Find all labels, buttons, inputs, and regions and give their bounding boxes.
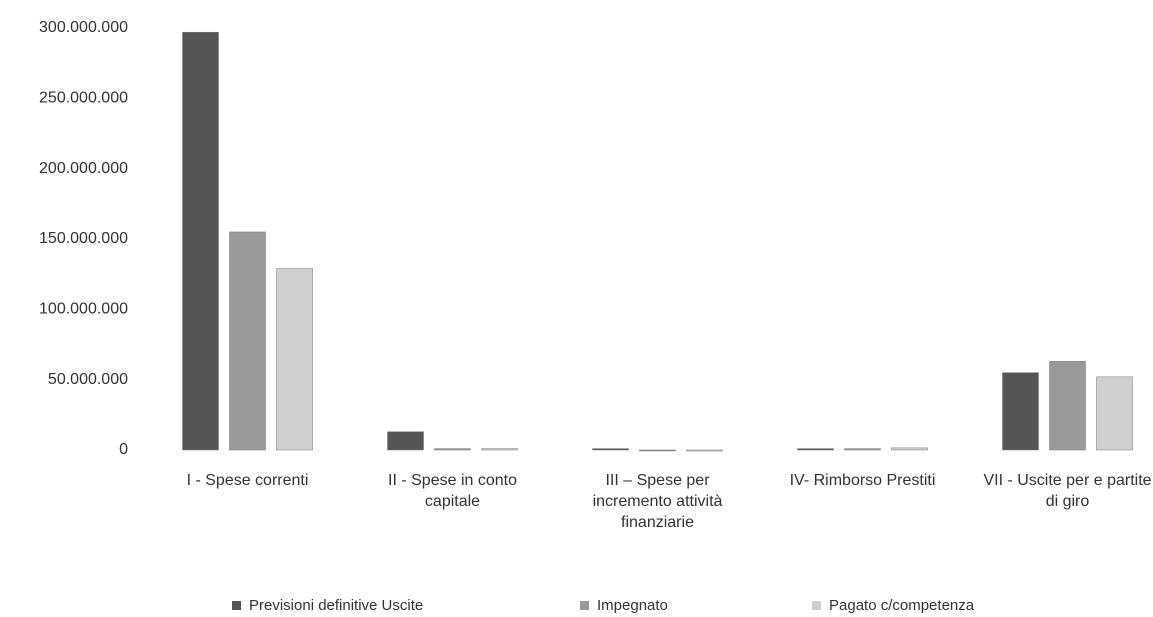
y-tick-label: 50.000.000: [48, 371, 128, 388]
x-tick-label: IV- Rimborso Prestiti: [789, 472, 936, 489]
bar: [434, 448, 471, 451]
bar: [1002, 372, 1039, 451]
x-tick-label: I - Spese correnti: [186, 472, 309, 489]
legend-swatch: [580, 601, 589, 610]
legend-item: Previsioni definitive Uscite: [232, 597, 423, 614]
y-tick-label: 150.000.000: [39, 230, 128, 247]
y-tick-label: 0: [119, 441, 128, 458]
legend-label: Pagato c/competenza: [829, 597, 975, 614]
legend-label: Previsioni definitive Uscite: [249, 597, 424, 614]
bar: [686, 449, 723, 452]
x-tick-label: II - Spese in conto capitale: [388, 472, 517, 510]
bar: [387, 431, 424, 451]
legend-label: Impegnato: [597, 597, 668, 614]
bar: [182, 31, 219, 451]
bar: [481, 448, 518, 451]
legend-swatch: [812, 601, 821, 610]
y-tick-label: 250.000.000: [39, 90, 128, 107]
bar: [891, 447, 928, 451]
y-tick-label: 200.000.000: [39, 160, 128, 177]
y-tick-label: 300.000.000: [39, 19, 128, 36]
bar: [276, 268, 313, 451]
bar: [592, 448, 629, 451]
y-tick-label: 100.000.000: [39, 301, 128, 318]
bar: [797, 448, 834, 451]
x-tick-label: III – Spese per incremento attività fina…: [592, 472, 723, 531]
bar: [229, 231, 266, 451]
legend-swatch: [232, 601, 241, 610]
legend-item: Impegnato: [580, 597, 668, 614]
bar: [1049, 361, 1086, 451]
bar: [639, 449, 676, 452]
legend-item: Pagato c/competenza: [812, 597, 974, 614]
bar: [1096, 376, 1133, 451]
bar: [844, 448, 881, 451]
x-tick-label: VII - Uscite per e partite di giro: [983, 472, 1152, 510]
